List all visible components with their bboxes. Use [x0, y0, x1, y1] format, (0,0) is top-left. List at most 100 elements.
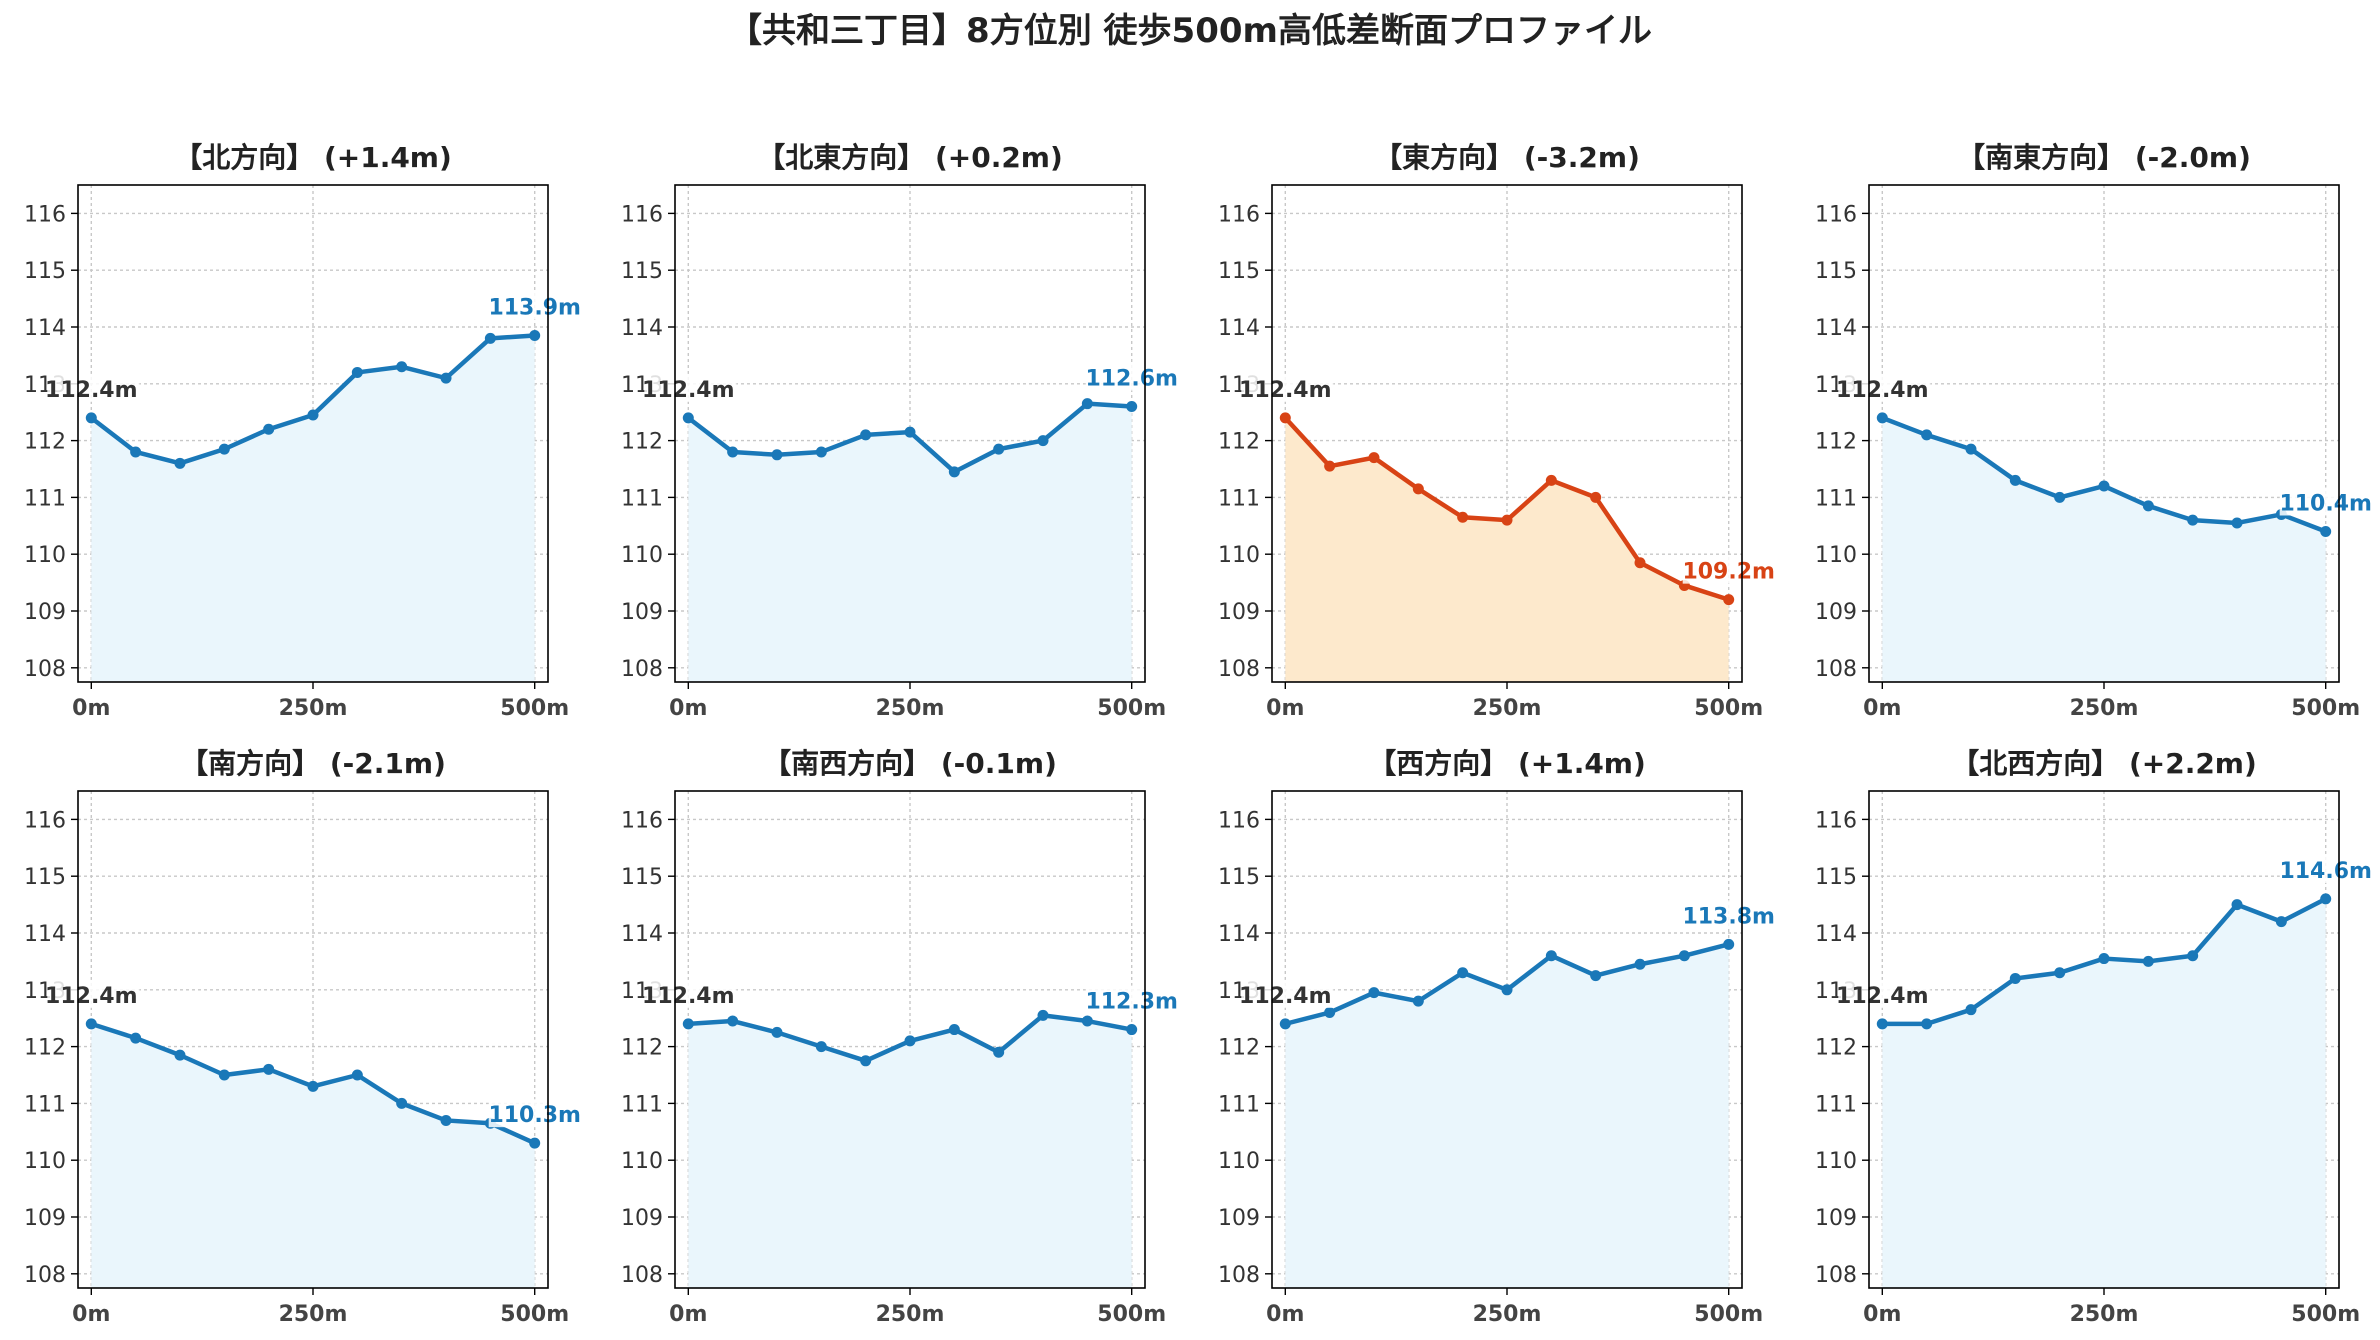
y-tick-label: 115 [1815, 259, 1857, 284]
y-tick-label: 110 [1218, 543, 1260, 568]
start-elevation-label: 112.4m [45, 984, 138, 1009]
profile-panel-0: 【北方向】 (+1.4m)108109110111112113114115116… [24, 141, 583, 721]
y-tick-label: 115 [621, 259, 663, 284]
elevation-point [904, 1035, 916, 1047]
elevation-point [130, 1032, 142, 1044]
x-tick-label: 0m [669, 1302, 707, 1327]
end-label-background [1682, 555, 1777, 584]
axes-frame [1271, 790, 1743, 1289]
y-tick-label: 111 [1218, 1092, 1260, 1117]
elevation-point [1723, 594, 1735, 606]
y-tick-label: 112 [1815, 1036, 1857, 1061]
y-tick-label: 115 [24, 865, 66, 890]
elevation-point [2231, 517, 2243, 529]
y-tick-label: 108 [1815, 657, 1857, 682]
y-tick-label: 111 [1218, 486, 1260, 511]
x-tick-label: 250m [876, 696, 945, 721]
end-label-background [1085, 985, 1180, 1014]
elevation-point [1368, 987, 1380, 999]
y-tick-label: 111 [1815, 1092, 1857, 1117]
elevation-point [1590, 491, 1602, 503]
elevation-point [2231, 899, 2243, 911]
start-label-background [47, 979, 140, 1008]
elevation-point [2098, 953, 2110, 965]
elevation-point [1723, 938, 1735, 950]
profile-panel-2: 【東方向】 (-3.2m)108109110111112113114115116… [1218, 141, 1777, 721]
y-tick-label: 114 [24, 316, 66, 341]
x-tick-label: 500m [2291, 1302, 2360, 1327]
elevation-point [1412, 995, 1424, 1007]
start-elevation-label: 112.4m [1836, 378, 1929, 403]
elevation-point [1876, 1018, 1888, 1030]
y-tick-label: 112 [621, 430, 663, 455]
y-tick-label: 108 [621, 657, 663, 682]
elevation-point [1457, 511, 1469, 523]
end-elevation-label: 109.2m [1682, 560, 1775, 585]
y-tick-label: 108 [1815, 1263, 1857, 1288]
y-tick-label: 116 [24, 808, 66, 833]
elevation-area [91, 335, 535, 682]
elevation-area [1285, 417, 1729, 682]
y-tick-label: 110 [24, 1149, 66, 1174]
elevation-point [1965, 443, 1977, 455]
elevation-point [1876, 412, 1888, 424]
y-tick-label: 116 [24, 202, 66, 227]
y-tick-label: 114 [1815, 922, 1857, 947]
end-elevation-label: 114.6m [2279, 859, 2372, 884]
profile-panel-7: 【北西方向】 (+2.2m)10810911011111211311411511… [1815, 747, 2374, 1327]
x-tick-label: 0m [669, 696, 707, 721]
x-tick-label: 0m [1266, 696, 1304, 721]
elevation-point [1368, 452, 1380, 464]
y-tick-label: 110 [621, 543, 663, 568]
x-tick-label: 0m [72, 696, 110, 721]
elevation-point [1590, 970, 1602, 982]
x-tick-label: 0m [72, 1302, 110, 1327]
figure-title: 【共和三丁目】8方位別 徒歩500m高低差断面プロファイル [728, 11, 1652, 51]
start-elevation-label: 112.4m [642, 984, 735, 1009]
start-elevation-label: 112.4m [1239, 378, 1332, 403]
end-elevation-label: 110.4m [2279, 491, 2372, 516]
elevation-point [396, 1097, 408, 1109]
elevation-point [1081, 398, 1093, 410]
y-tick-label: 112 [24, 1036, 66, 1061]
elevation-point [1965, 1004, 1977, 1016]
elevation-point [218, 1069, 230, 1081]
axes-frame [1868, 790, 2340, 1289]
elevation-point [904, 426, 916, 438]
elevation-point [1634, 557, 1646, 569]
axes-frame [1271, 184, 1743, 683]
profile-panel-3: 【南東方向】 (-2.0m)10810911011111211311411511… [1815, 141, 2374, 721]
y-tick-label: 111 [24, 486, 66, 511]
x-tick-label: 250m [876, 1302, 945, 1327]
elevation-point [263, 1063, 275, 1075]
elevation-area [1882, 417, 2326, 682]
x-tick-label: 250m [1473, 1302, 1542, 1327]
start-elevation-label: 112.4m [1836, 984, 1929, 1009]
panel-title: 【北西方向】 (+2.2m) [1951, 747, 2257, 780]
start-label-background [1241, 373, 1334, 402]
elevation-point [2320, 893, 2332, 905]
y-tick-label: 109 [24, 1206, 66, 1231]
y-tick-label: 116 [1815, 202, 1857, 227]
x-tick-label: 0m [1863, 1302, 1901, 1327]
elevation-point [993, 443, 1005, 455]
y-tick-label: 109 [24, 600, 66, 625]
x-tick-label: 0m [1863, 696, 1901, 721]
elevation-point [860, 429, 872, 441]
elevation-point [351, 1069, 363, 1081]
y-tick-label: 114 [621, 316, 663, 341]
elevation-point [993, 1046, 1005, 1058]
x-tick-label: 250m [1473, 696, 1542, 721]
elevation-point [1081, 1015, 1093, 1027]
elevation-point [1279, 1018, 1291, 1030]
elevation-point [1457, 967, 1469, 979]
y-tick-label: 112 [1218, 1036, 1260, 1061]
end-elevation-label: 113.8m [1682, 904, 1775, 929]
elevation-point [307, 1080, 319, 1092]
x-tick-label: 500m [1097, 696, 1166, 721]
elevation-point [815, 446, 827, 458]
panel-title: 【西方向】 (+1.4m) [1368, 747, 1646, 780]
start-label-background [47, 373, 140, 402]
elevation-point [682, 1018, 694, 1030]
